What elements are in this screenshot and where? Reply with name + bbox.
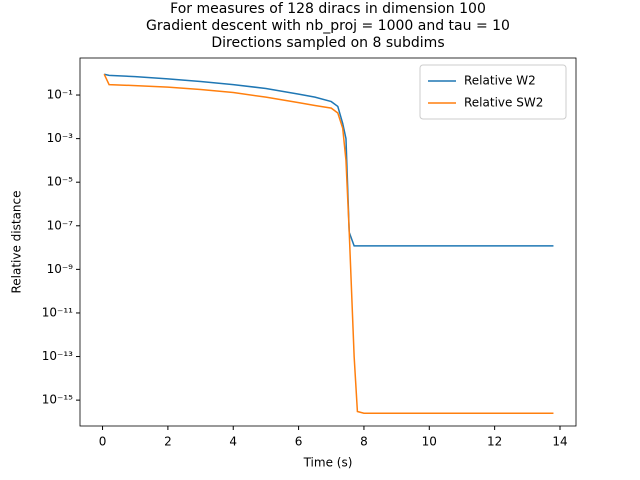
y-tick-label: 10⁻⁵ [47, 175, 74, 189]
legend-label: Relative W2 [464, 74, 536, 88]
legend-label: Relative SW2 [464, 96, 543, 110]
legend-box [419, 64, 567, 120]
data-line [104, 73, 554, 247]
x-tick-label: 6 [295, 435, 303, 449]
x-axis-label: Time (s) [303, 456, 353, 470]
plot-frame [79, 57, 577, 427]
x-tick-label: 0 [99, 435, 107, 449]
x-tick-label: 10 [422, 435, 437, 449]
y-tick-label: 10⁻¹⁵ [42, 393, 73, 407]
x-tick-label: 2 [164, 435, 172, 449]
y-tick-label: 10⁻⁹ [47, 262, 74, 276]
y-tick-label: 10⁻¹¹ [42, 305, 73, 319]
y-tick-label: 10⁻³ [47, 131, 74, 145]
y-axis-label: Relative distance [10, 190, 24, 293]
x-tick-label: 12 [487, 435, 502, 449]
y-tick-label: 10⁻¹ [47, 88, 74, 102]
y-tick-label: 10⁻¹³ [42, 349, 73, 363]
chart-title: For measures of 128 diracs in dimension … [170, 1, 486, 17]
chart-title: Gradient descent with nb_proj = 1000 and… [146, 18, 510, 34]
x-tick-label: 8 [360, 435, 368, 449]
data-line [103, 73, 554, 414]
y-tick-label: 10⁻⁷ [47, 218, 74, 232]
chart-title: Directions sampled on 8 subdims [211, 35, 444, 51]
x-tick-label: 14 [552, 435, 567, 449]
x-tick-label: 4 [229, 435, 237, 449]
